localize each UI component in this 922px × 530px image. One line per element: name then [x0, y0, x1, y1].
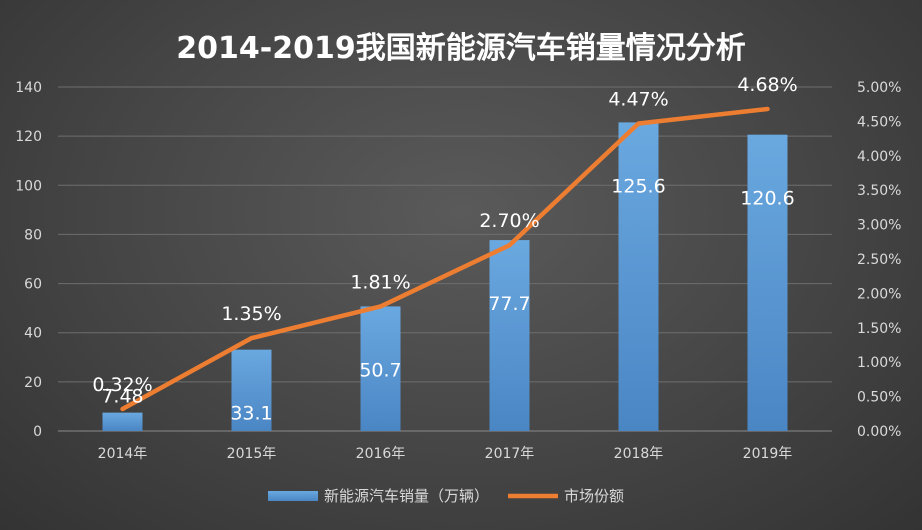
y-right-tick-label: 2.00% — [857, 286, 901, 302]
y-right-tick-label: 5.00% — [857, 80, 901, 96]
bar — [231, 349, 272, 431]
x-tick-label: 2015年 — [227, 446, 277, 462]
bar-value-label: 77.7 — [488, 293, 530, 315]
chart-title: 2014-2019我国新能源汽车销量情况分析 — [176, 31, 745, 66]
data-labels: 7.48 33.1 50.7 77.7 125.6 120.6 0.32% 1.35% 1.81… — [92, 74, 797, 425]
bar — [747, 134, 788, 431]
y-right-tick-label: 2.50% — [857, 252, 901, 268]
line-point — [379, 304, 382, 308]
y-right-tick-label: 1.50% — [857, 321, 901, 337]
line-point — [637, 121, 640, 125]
y-right-tick-label: 1.00% — [857, 355, 901, 371]
bar-value-label: 50.7 — [359, 359, 401, 381]
y-left-tick-label: 0 — [33, 424, 42, 440]
line-value-label: 4.47% — [608, 88, 668, 110]
x-tick-label: 2018年 — [614, 446, 664, 462]
bar — [360, 306, 401, 431]
bar-series — [102, 122, 788, 431]
y-right-tick-label: 0.50% — [857, 390, 901, 406]
legend-swatch-bars — [268, 491, 318, 501]
y-left-tick-label: 60 — [24, 277, 42, 293]
bar — [102, 412, 143, 431]
bar — [489, 240, 530, 431]
line-value-label: 4.68% — [737, 74, 797, 96]
y-right-tick-label: 4.50% — [857, 114, 901, 130]
legend-label-line: 市场份额 — [564, 487, 624, 505]
x-tick-label: 2017年 — [485, 446, 535, 462]
bar-value-label: 120.6 — [740, 188, 794, 210]
y-left-tick-label: 120 — [15, 129, 42, 145]
y-right-tick-label: 3.00% — [857, 218, 901, 234]
y-axis-right: 0.00% 0.50% 1.00% 1.50% 2.00% 2.50% 3.00% 3.50%… — [857, 80, 901, 440]
legend-label-bars: 新能源汽车销量（万辆） — [324, 487, 489, 505]
y-right-tick-label: 0.00% — [857, 424, 901, 440]
y-axis-left: 0 20 40 60 80 100 120 140 — [15, 80, 42, 440]
y-left-tick-label: 40 — [24, 326, 42, 342]
line-point — [250, 336, 253, 340]
line-point — [508, 243, 511, 247]
line-value-label: 0.32% — [92, 374, 152, 396]
legend: 新能源汽车销量（万辆） 市场份额 — [268, 487, 624, 505]
line-point — [766, 107, 769, 111]
bar-value-label: 33.1 — [230, 403, 272, 425]
y-left-tick-label: 80 — [24, 227, 42, 243]
market-share-line — [120, 106, 770, 412]
bar-value-label: 7.48 — [101, 386, 143, 408]
line-value-label: 2.70% — [479, 210, 539, 232]
bar-value-label: 125.6 — [611, 175, 665, 197]
y-left-tick-label: 100 — [15, 178, 42, 194]
line-value-label: 1.81% — [350, 271, 410, 293]
y-left-tick-label: 20 — [24, 375, 42, 391]
x-axis: 2014年 2015年 2016年 2017年 2018年 2019年 — [58, 430, 832, 462]
line-value-label: 1.35% — [221, 303, 281, 325]
x-tick-label: 2019年 — [743, 446, 793, 462]
x-tick-label: 2014年 — [98, 446, 148, 462]
gridlines — [58, 86, 832, 432]
line-point — [121, 407, 124, 411]
y-right-tick-label: 4.00% — [857, 149, 901, 165]
y-left-tick-label: 140 — [15, 80, 42, 96]
line-series — [120, 106, 770, 412]
bar — [618, 122, 659, 431]
y-right-tick-label: 3.50% — [857, 183, 901, 199]
x-tick-label: 2016年 — [356, 446, 406, 462]
